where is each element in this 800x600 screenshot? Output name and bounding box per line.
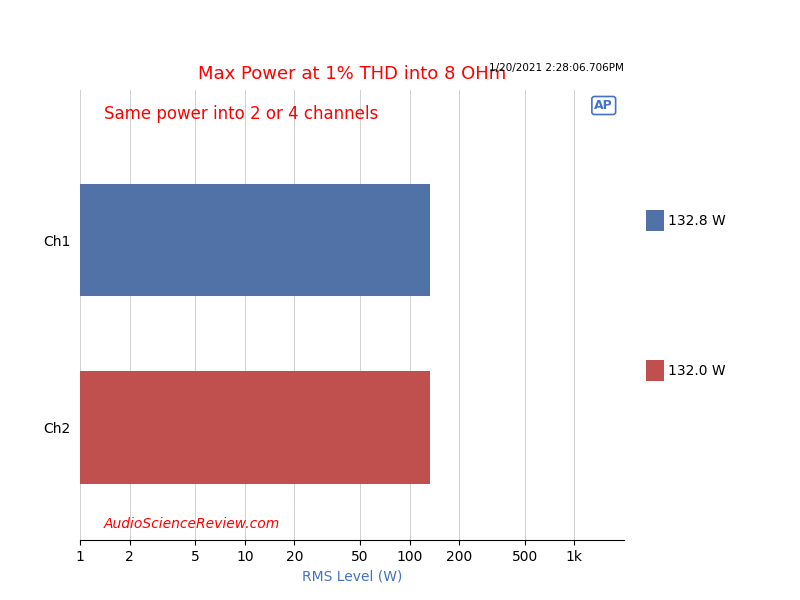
Text: AP: AP — [594, 99, 613, 112]
Bar — [80, 371, 430, 484]
Text: Same power into 2 or 4 channels: Same power into 2 or 4 channels — [104, 105, 378, 123]
Text: 1/20/2021 2:28:06.706PM: 1/20/2021 2:28:06.706PM — [489, 63, 624, 73]
Text: 132.0 W: 132.0 W — [668, 364, 726, 378]
Text: AudioScienceReview.com: AudioScienceReview.com — [104, 517, 280, 530]
Bar — [80, 184, 430, 296]
X-axis label: RMS Level (W): RMS Level (W) — [302, 569, 402, 583]
Text: 132.8 W: 132.8 W — [668, 214, 726, 228]
Title: Max Power at 1% THD into 8 OHm: Max Power at 1% THD into 8 OHm — [198, 65, 506, 83]
